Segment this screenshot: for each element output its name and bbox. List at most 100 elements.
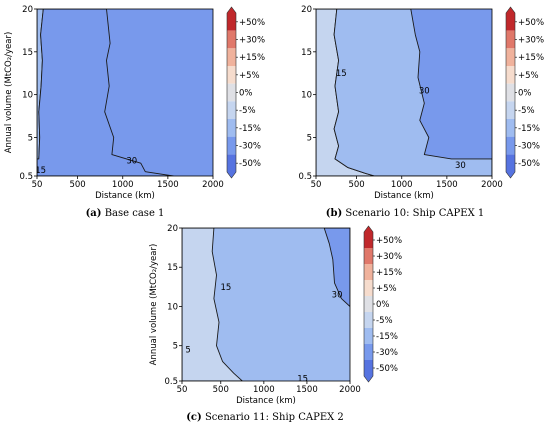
colorbar-label: -30% [518, 142, 540, 152]
colorbar-segment [227, 66, 236, 84]
colorbar-label: +5% [239, 71, 260, 81]
colorbar-label: +50% [518, 18, 544, 28]
colorbar-segment [506, 48, 515, 66]
panel-caption: (c) Scenario 11: Ship CAPEX 2 [186, 412, 344, 423]
x-tick-label: 2000 [481, 180, 503, 190]
contour-label-0: 15 [336, 69, 347, 79]
colorbar-segment [506, 30, 515, 49]
caption-tag: (c) [186, 412, 202, 423]
colorbar-segment [227, 154, 236, 178]
colorbar-label: -15% [239, 124, 261, 134]
colorbar-segment [506, 119, 515, 137]
y-tick-label: 5 [307, 133, 312, 143]
colorbar-segment [227, 30, 236, 49]
colorbar-label: 0% [239, 89, 253, 99]
colorbar-segment [364, 264, 373, 280]
y-tick-label: 10 [167, 302, 178, 312]
colorbar-label: 0% [376, 300, 390, 310]
x-tick-label: 2000 [202, 180, 224, 190]
y-tick-label: 0.5 [19, 172, 33, 182]
colorbar-outline [363, 225, 374, 383]
colorbar-segment [227, 48, 236, 66]
colorbar-label: +30% [239, 36, 265, 46]
contour-label-1: 30 [419, 86, 430, 96]
x-tick-label: 1000 [253, 385, 275, 395]
colorbar-label: +30% [518, 36, 544, 46]
contour-label-2: 30 [455, 161, 466, 171]
panel-caption: (b) Scenario 10: Ship CAPEX 1 [326, 208, 485, 219]
colorbar-label: +50% [376, 236, 402, 246]
colorbar-label: +5% [518, 71, 539, 81]
y-tick-label: 20 [301, 5, 312, 15]
contour-label-1: 30 [126, 157, 137, 167]
x-tick-label: 1500 [157, 180, 179, 190]
colorbar-segment [227, 83, 236, 102]
colorbar-segment [364, 360, 373, 382]
colorbar-segment [364, 226, 373, 248]
y-tick-label: 15 [167, 263, 178, 273]
colorbar-segment [364, 248, 373, 264]
colorbar-label: 0% [518, 89, 532, 99]
x-tick-label: 1000 [391, 180, 413, 190]
colorbar-label: +15% [376, 268, 402, 278]
colorbar-label: -50% [518, 159, 540, 169]
colorbar-segment [364, 312, 373, 328]
colorbar-segment [506, 101, 515, 119]
contour-label-0: 15 [35, 166, 46, 176]
colorbar-label: +5% [376, 284, 397, 294]
x-axis-label: Distance (km) [95, 191, 155, 201]
x-axis-label: Distance (km) [374, 191, 434, 201]
panel-c: 5 15 30 15 50 500 1000 1500 2000 0.5 5 10 15 20 Distan… [149, 224, 402, 423]
contour-label-1: 15 [221, 283, 232, 293]
contour-region-1 [333, 9, 492, 176]
y-tick-label: 20 [167, 224, 178, 234]
colorbar-label: -50% [376, 364, 398, 374]
caption-tag: (b) [326, 208, 342, 219]
caption-text: Base case 1 [102, 208, 165, 219]
x-tick-label: 1000 [112, 180, 134, 190]
colorbar-label: -30% [376, 348, 398, 358]
y-tick-label: 15 [22, 48, 33, 58]
colorbar-segment [506, 7, 515, 31]
colorbar: +50% +30% +15% +5% 0% -5% -15% -30% -50% [505, 6, 544, 179]
colorbar-label: +30% [376, 252, 402, 262]
colorbar: +50% +30% +15% +5% 0% -5% -15% -30% -50% [363, 225, 402, 383]
colorbar-label: -30% [239, 142, 261, 152]
y-tick-label: 20 [22, 5, 33, 15]
colorbar-segment [506, 66, 515, 84]
caption-text: Scenario 11: Ship CAPEX 2 [202, 412, 344, 423]
colorbar-segment [227, 136, 236, 155]
x-tick-label: 500 [69, 180, 85, 190]
colorbar-segment [227, 101, 236, 119]
colorbar: +50% +30% +15% +5% 0% -5% -15% -30% -50% [226, 6, 265, 179]
colorbar-segment [506, 136, 515, 155]
colorbar-label: -15% [518, 124, 540, 134]
colorbar-label: +15% [239, 53, 265, 63]
plot-frame [315, 8, 493, 177]
plot-frame [36, 8, 214, 177]
x-tick-label: 50 [177, 385, 188, 395]
colorbar-segment [364, 280, 373, 296]
colorbar-outline [505, 6, 516, 179]
colorbar-label: +50% [239, 18, 265, 28]
x-tick-label: 50 [32, 180, 43, 190]
plot-area: 15 30 30 [316, 9, 492, 176]
x-tick-label: 1500 [296, 385, 318, 395]
colorbar-segment [364, 296, 373, 312]
colorbar-label: -15% [376, 332, 398, 342]
plot-frame [181, 227, 351, 382]
colorbar-label: +15% [518, 53, 544, 63]
y-tick-label: 0.5 [298, 172, 312, 182]
contour-region-0 [182, 228, 243, 381]
colorbar-label: -5% [376, 316, 393, 326]
plot-area: 5 15 30 15 [182, 228, 350, 381]
x-tick-label: 50 [311, 180, 322, 190]
y-tick-label: 10 [301, 91, 312, 101]
colorbar-outline [226, 6, 237, 179]
colorbar-segment [506, 83, 515, 102]
y-axis-label: Annual volume (MtCO₂/year) [4, 32, 14, 154]
y-tick-label: 5 [173, 342, 178, 352]
colorbar-segment [506, 154, 515, 178]
contour-label-0: 5 [185, 346, 190, 356]
